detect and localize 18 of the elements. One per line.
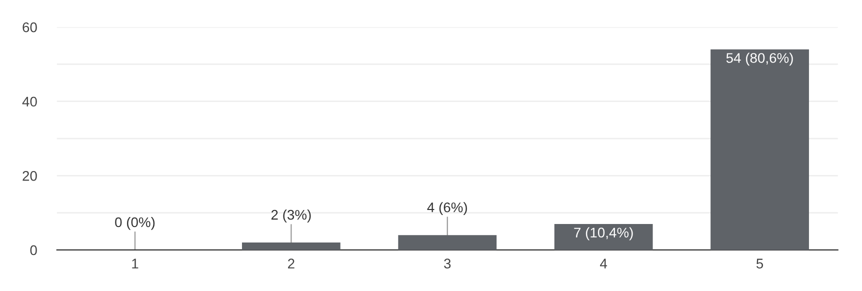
data-label: 2 (3%): [271, 210, 311, 222]
data-label: 54 (80,6%): [726, 52, 793, 66]
bar: [554, 224, 653, 250]
data-label: 4 (6%): [427, 202, 467, 216]
x-tick-label: 4: [600, 258, 608, 268]
x-tick-label: 2: [288, 258, 294, 268]
y-tick-label: 40: [22, 96, 37, 107]
bar: [242, 242, 340, 250]
bar: [398, 235, 497, 250]
y-tick-label: 60: [22, 22, 37, 32]
y-tick-label: 20: [22, 171, 37, 181]
bar: [710, 49, 809, 250]
data-label: 7 (10,4%): [574, 227, 633, 240]
y-tick-label: 0: [30, 245, 37, 256]
x-tick-label: 1: [132, 258, 138, 268]
x-tick-label: 3: [444, 258, 451, 269]
x-tick-label: 5: [756, 258, 764, 269]
data-label: 0 (0%): [115, 216, 155, 230]
